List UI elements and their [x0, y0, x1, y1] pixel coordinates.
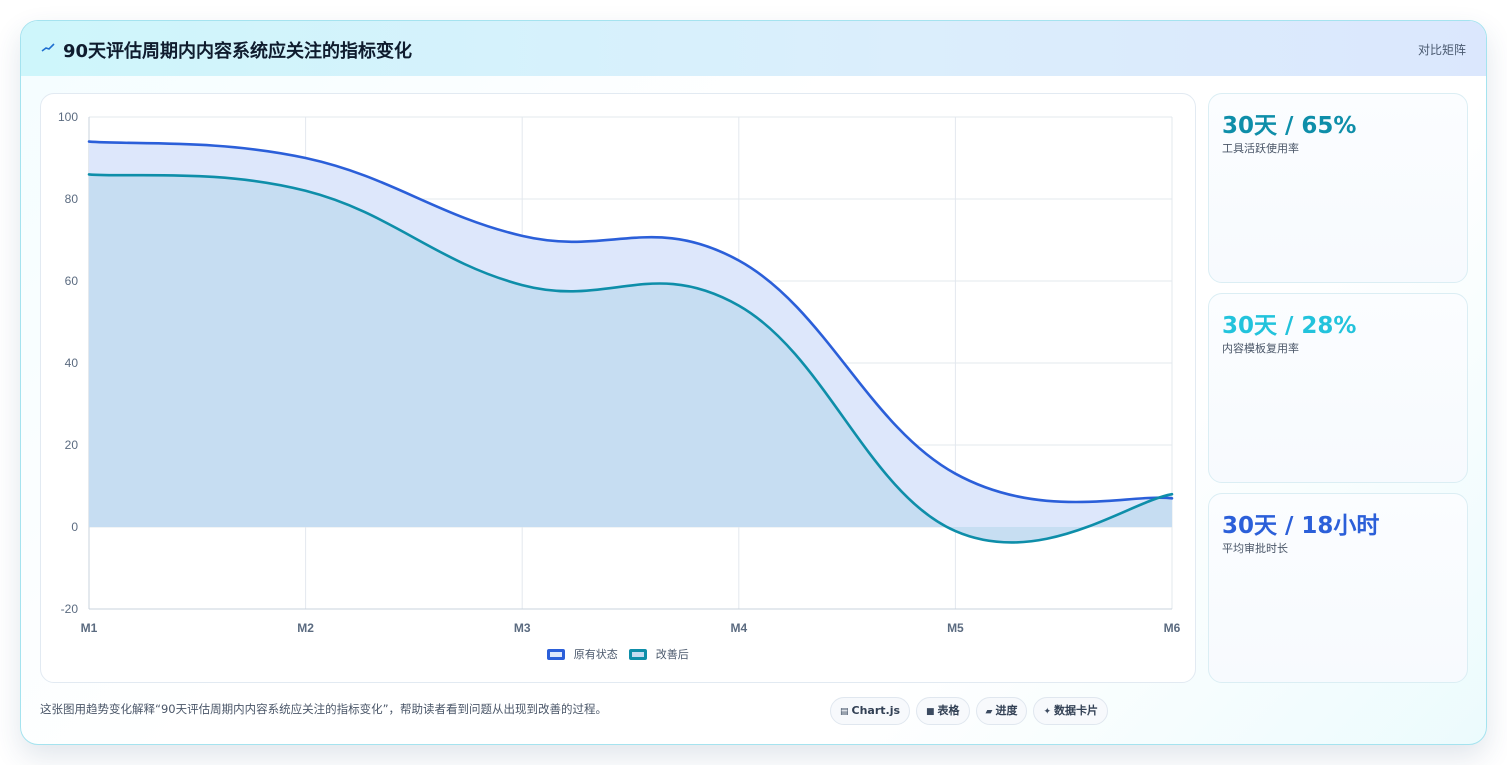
chart-caption: 这张图用趋势变化解释“90天评估周期内内容系统应关注的指标变化”，帮助读者看到问… — [40, 702, 608, 716]
x-tick-label: M3 — [514, 621, 531, 635]
chip-label: 进度 — [995, 704, 1018, 717]
kpi-label: 内容模板复用率 — [1222, 342, 1299, 355]
series-line-0 — [87, 140, 1174, 504]
legend-item-original[interactable]: 原有状态 — [547, 646, 618, 662]
tag-chips: ▤ Chart.js ■ 表格 ▰ 进度 ✦ 数据卡片 — [830, 697, 1114, 725]
y-tick-label: -20 — [61, 602, 79, 616]
chip-progress[interactable]: ▰ 进度 — [975, 697, 1028, 725]
y-tick-label: 60 — [65, 274, 79, 288]
page-title: 90天评估周期内内容系统应关注的指标变化 — [63, 41, 413, 62]
x-tick-label: M2 — [297, 621, 314, 635]
chip-label: 表格 — [937, 704, 960, 717]
y-tick-label: 20 — [65, 438, 79, 452]
chip-label: Chart.js — [851, 704, 901, 717]
kpi-value: 30天 / 65% — [1222, 113, 1357, 139]
chart-legend: 原有状态 改善后 — [41, 646, 1195, 662]
data-card-icon: ✦ — [1043, 707, 1052, 717]
trend-line-icon — [41, 43, 55, 52]
series-area-1 — [89, 174, 1172, 543]
y-tick-label: 40 — [65, 356, 79, 370]
legend-item-improved[interactable]: 改善后 — [629, 646, 689, 662]
chip-data-card[interactable]: ✦ 数据卡片 — [1033, 697, 1109, 725]
progress-icon: ▰ — [985, 707, 993, 717]
y-tick-label: 100 — [58, 110, 78, 124]
y-tick-label: 0 — [71, 520, 78, 534]
chip-table[interactable]: ■ 表格 — [916, 697, 970, 725]
x-tick-label: M5 — [947, 621, 964, 635]
kpi-label: 工具活跃使用率 — [1222, 142, 1299, 155]
legend-swatch-improved — [629, 648, 648, 660]
card-header: 90天评估周期内内容系统应关注的指标变化 对比矩阵 — [21, 21, 1486, 76]
kpi-value: 30天 / 18小时 — [1222, 513, 1380, 539]
x-tick-label: M4 — [730, 621, 747, 635]
kpi-card-approval-time: 30天 / 18小时 平均审批时长 — [1208, 493, 1468, 683]
legend-label-original: 原有状态 — [573, 648, 618, 661]
compare-matrix-link[interactable]: 对比矩阵 — [1417, 43, 1466, 57]
chart-card: 90天评估周期内内容系统应关注的指标变化 对比矩阵 100 80 60 40 20 0 -2… — [20, 20, 1487, 745]
x-tick-label: M1 — [81, 621, 98, 635]
legend-label-improved: 改善后 — [655, 648, 689, 661]
y-tick-label: 80 — [65, 192, 79, 206]
chart-panel: 100 80 60 40 20 0 -20 M1 M2 M3 M4 M5 M6 原有状态 改善后 — [40, 93, 1196, 683]
series-line-1 — [87, 173, 1174, 544]
chart-icon: ▤ — [840, 707, 849, 717]
kpi-label: 平均审批时长 — [1222, 542, 1288, 555]
kpi-value: 30天 / 28% — [1222, 313, 1357, 339]
chip-label: 数据卡片 — [1054, 704, 1099, 717]
chip-chartjs[interactable]: ▤ Chart.js — [830, 697, 911, 725]
legend-swatch-original — [547, 648, 566, 660]
x-tick-label: M6 — [1164, 621, 1181, 635]
table-icon: ■ — [926, 707, 935, 717]
kpi-card-template-reuse: 30天 / 28% 内容模板复用率 — [1208, 293, 1468, 483]
kpi-card-tool-usage: 30天 / 65% 工具活跃使用率 — [1208, 93, 1468, 283]
